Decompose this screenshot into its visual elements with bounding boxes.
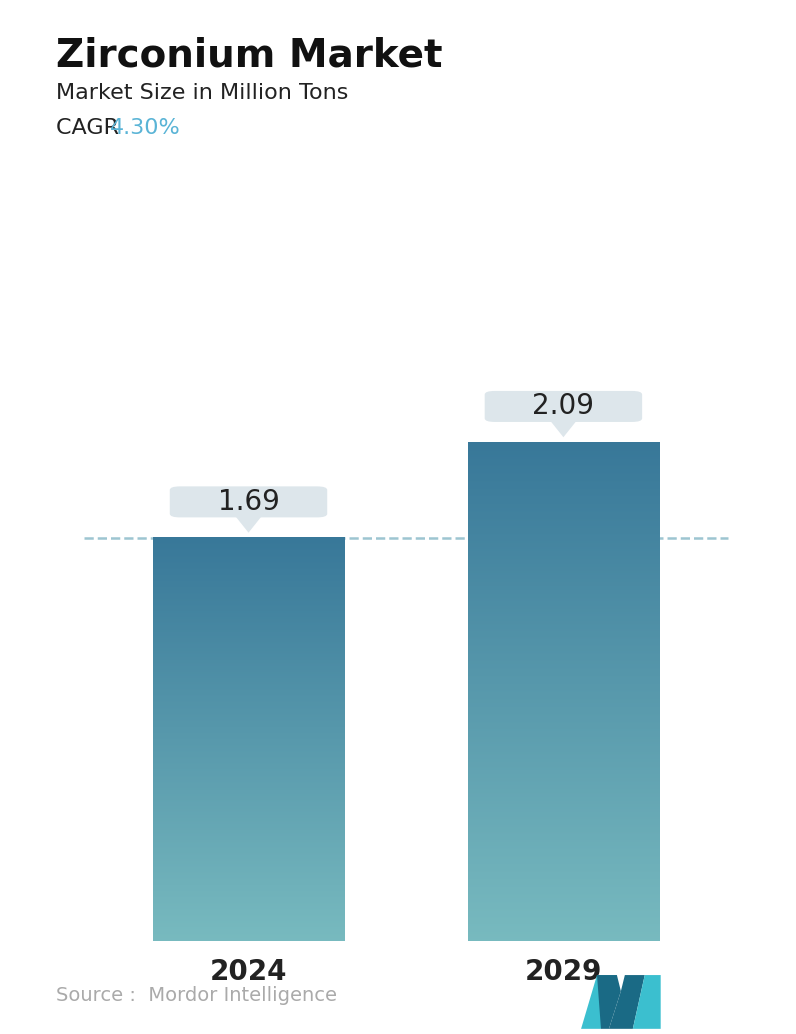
Text: Zirconium Market: Zirconium Market — [56, 36, 443, 74]
Text: Market Size in Million Tons: Market Size in Million Tons — [56, 83, 348, 102]
Text: 1.69: 1.69 — [217, 488, 279, 516]
Polygon shape — [581, 975, 617, 1029]
FancyBboxPatch shape — [170, 486, 327, 517]
Polygon shape — [597, 975, 621, 1029]
Text: CAGR: CAGR — [56, 118, 126, 138]
Text: Source :  Mordor Intelligence: Source : Mordor Intelligence — [56, 986, 337, 1005]
Text: 4.30%: 4.30% — [110, 118, 181, 138]
FancyBboxPatch shape — [485, 391, 642, 422]
Polygon shape — [633, 975, 661, 1029]
Text: 2.09: 2.09 — [533, 393, 595, 421]
Polygon shape — [233, 514, 263, 533]
Polygon shape — [548, 419, 579, 437]
Polygon shape — [609, 975, 645, 1029]
